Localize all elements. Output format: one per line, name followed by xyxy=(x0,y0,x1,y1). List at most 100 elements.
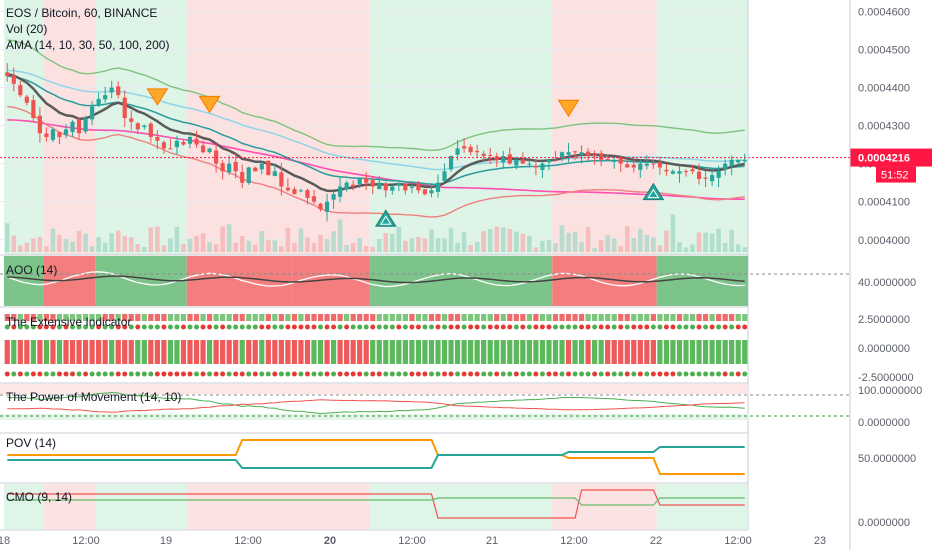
volume-bar xyxy=(168,238,173,252)
extensive-dot xyxy=(605,324,611,330)
volume-bar xyxy=(664,230,669,252)
extensive-mark xyxy=(17,314,23,321)
extensive-mark xyxy=(683,314,689,321)
extensive-dot xyxy=(167,324,173,330)
volume-bar xyxy=(70,241,75,252)
candle-body xyxy=(683,171,689,173)
extensive-mark xyxy=(526,314,532,321)
volume-bar xyxy=(122,235,128,252)
extensive-bar xyxy=(37,340,43,364)
extensive-dot xyxy=(298,371,304,377)
extensive-dot xyxy=(174,324,180,330)
extensive-mark xyxy=(650,314,656,321)
ama-label[interactable]: AMA (14, 10, 30, 50, 100, 200) xyxy=(6,38,170,52)
extensive-bar xyxy=(592,340,598,364)
extensive-mark xyxy=(572,314,578,321)
cmo-band xyxy=(552,484,657,530)
extensive-dot xyxy=(442,371,448,377)
extensive-bar xyxy=(122,340,128,364)
extensive-mark xyxy=(63,314,69,321)
cmo-pane-label[interactable]: CMO (9, 14) xyxy=(6,490,73,504)
extensive-dot xyxy=(239,371,245,377)
extensive-dot xyxy=(481,371,487,377)
volume-bar xyxy=(579,242,584,252)
candle-body xyxy=(70,121,75,133)
extensive-bar xyxy=(422,340,428,364)
candle-body xyxy=(448,156,454,170)
extensive-dot xyxy=(428,324,434,330)
extensive-dot xyxy=(409,324,415,330)
extensive-dot xyxy=(559,371,565,377)
extensive-bar xyxy=(69,340,76,364)
extensive-dot xyxy=(128,371,134,377)
extensive-dot xyxy=(56,371,62,377)
volume-bar xyxy=(474,242,480,252)
extensive-dot xyxy=(455,324,461,330)
volume-label[interactable]: Vol (20) xyxy=(6,22,48,36)
extensive-mark xyxy=(180,314,187,321)
extensive-pane-label[interactable]: The Extensive Indicator xyxy=(6,315,132,329)
extensive-dot xyxy=(422,371,428,377)
candle-body xyxy=(716,171,721,178)
extensive-dot xyxy=(56,324,62,330)
extensive-mark xyxy=(559,314,565,321)
time-tick: 22 xyxy=(650,535,662,547)
extensive-bar xyxy=(676,340,683,364)
extensive-dot xyxy=(448,371,454,377)
extensive-bar xyxy=(650,340,656,364)
volume-bar xyxy=(553,243,558,252)
volume-bar xyxy=(63,238,69,252)
symbol-title[interactable]: EOS / Bitcoin, 60, BINANCE xyxy=(6,6,158,20)
volume-bar xyxy=(187,238,193,252)
extensive-dot xyxy=(344,324,350,330)
volume-bar xyxy=(383,233,389,252)
aoo-pane-label[interactable]: AOO (14) xyxy=(6,263,58,277)
candle-body xyxy=(462,146,467,149)
candle-body xyxy=(618,157,623,164)
volume-bar xyxy=(226,224,232,252)
extensive-dot xyxy=(226,324,232,330)
extensive-bar xyxy=(559,340,565,364)
extensive-dot xyxy=(657,324,663,330)
extensive-bar xyxy=(304,340,311,364)
volume-bar xyxy=(644,235,650,252)
extensive-bar xyxy=(206,340,213,364)
candle-body xyxy=(579,152,584,155)
extensive-bar xyxy=(82,340,89,364)
extensive-dot xyxy=(291,371,297,377)
extensive-mark xyxy=(344,314,350,321)
extensive-dot xyxy=(17,324,23,330)
extensive-bar xyxy=(507,340,513,364)
extensive-dot xyxy=(742,371,748,377)
pom-pane-label[interactable]: The Power of Movement (14, 10) xyxy=(6,390,182,404)
extensive-mark xyxy=(220,314,226,321)
volume-bar xyxy=(44,246,49,252)
extensive-bar xyxy=(520,340,526,364)
volume-bar xyxy=(239,235,245,252)
volume-bar xyxy=(370,246,376,252)
pov-pane-label[interactable]: POV (14) xyxy=(6,436,57,450)
extensive-mark xyxy=(317,314,324,321)
candle-body xyxy=(200,145,206,153)
extensive-bar xyxy=(344,340,350,364)
extensive-bar xyxy=(4,340,10,364)
extensive-mark xyxy=(376,314,382,321)
extensive-dot xyxy=(50,371,56,377)
extensive-dot xyxy=(76,371,82,377)
sell-signal-icon xyxy=(198,95,221,114)
extensive-dot xyxy=(585,371,591,377)
extensive-dot xyxy=(148,324,154,330)
extensive-dot xyxy=(631,324,637,330)
extensive-bar xyxy=(376,340,382,364)
pom-green-line xyxy=(7,391,745,415)
extensive-bar xyxy=(56,340,63,364)
extensive-dot xyxy=(670,371,676,377)
candle-body xyxy=(187,137,193,144)
volume-bar xyxy=(566,232,571,252)
extensive-dot xyxy=(526,371,532,377)
upper-envelope-line xyxy=(7,39,745,152)
extensive-tick: 0.0000000 xyxy=(858,343,910,355)
extensive-mark xyxy=(278,314,284,321)
candle-body xyxy=(396,182,401,186)
